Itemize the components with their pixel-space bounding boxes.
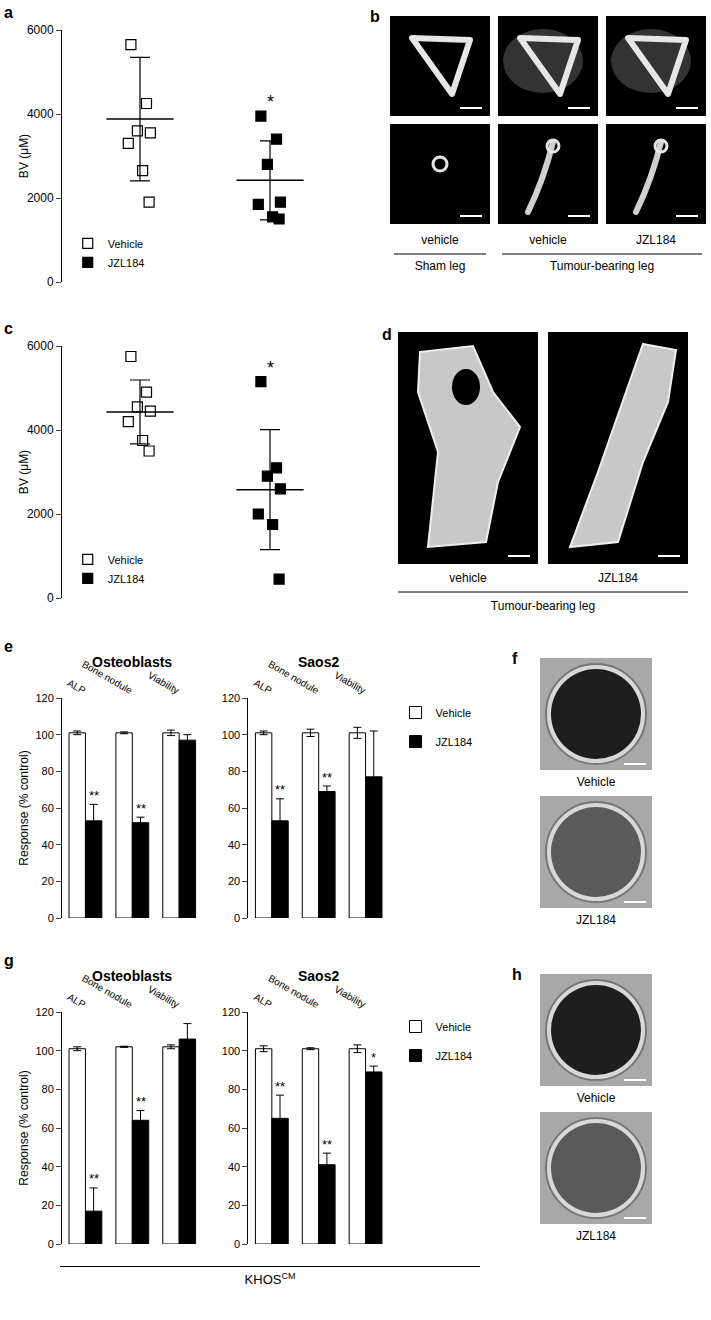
svg-text:Viability: Viability	[332, 983, 367, 1010]
svg-text:60: 60	[228, 1122, 240, 1134]
svg-text:JZL184: JZL184	[108, 573, 145, 585]
svg-text:Bone nodule: Bone nodule	[267, 972, 322, 1010]
svg-text:4000: 4000	[27, 107, 54, 121]
svg-text:Osteoblasts: Osteoblasts	[92, 968, 172, 984]
svg-text:100: 100	[222, 1045, 240, 1057]
svg-text:ALP: ALP	[66, 677, 88, 696]
svg-text:4000: 4000	[27, 423, 54, 437]
svg-text:Response (% control): Response (% control)	[17, 750, 31, 865]
svg-text:60: 60	[228, 802, 240, 814]
svg-text:ALP: ALP	[252, 991, 274, 1010]
svg-text:vehicle: vehicle	[449, 571, 487, 585]
svg-text:*: *	[267, 92, 274, 112]
svg-text:20: 20	[228, 875, 240, 887]
svg-text:**: **	[89, 788, 99, 803]
svg-text:Saos2: Saos2	[298, 654, 339, 670]
svg-text:ALP: ALP	[252, 677, 274, 696]
svg-text:JZL184: JZL184	[576, 1229, 616, 1243]
svg-text:60: 60	[42, 802, 54, 814]
svg-text:Vehicle: Vehicle	[577, 1091, 616, 1105]
svg-text:JZL184: JZL184	[576, 913, 616, 927]
svg-text:40: 40	[42, 1161, 54, 1173]
svg-text:**: **	[136, 801, 146, 816]
svg-text:20: 20	[42, 1199, 54, 1211]
svg-text:40: 40	[228, 1161, 240, 1173]
svg-text:Vehicle: Vehicle	[436, 1021, 471, 1033]
svg-text:20: 20	[228, 1199, 240, 1211]
svg-text:JZL184: JZL184	[436, 1050, 473, 1062]
svg-text:120: 120	[35, 1006, 53, 1018]
svg-text:JZL184: JZL184	[436, 736, 473, 748]
svg-text:60: 60	[42, 1122, 54, 1134]
svg-text:**: **	[136, 1094, 146, 1109]
svg-text:BV (μM): BV (μM)	[17, 134, 31, 178]
svg-text:**: **	[275, 1079, 285, 1094]
svg-text:*: *	[371, 1050, 376, 1065]
svg-text:Response (% control): Response (% control)	[17, 1070, 31, 1185]
svg-text:100: 100	[35, 1045, 53, 1057]
svg-text:40: 40	[42, 839, 54, 851]
svg-text:40: 40	[228, 839, 240, 851]
svg-text:Bone nodule: Bone nodule	[267, 658, 322, 696]
svg-text:Viability: Viability	[146, 669, 181, 696]
svg-text:vehicle: vehicle	[529, 233, 567, 247]
svg-text:Tumour-bearing leg: Tumour-bearing leg	[550, 259, 654, 273]
svg-text:**: **	[322, 1137, 332, 1152]
svg-text:Bone nodule: Bone nodule	[80, 658, 135, 696]
svg-text:2000: 2000	[27, 191, 54, 205]
svg-text:120: 120	[222, 1006, 240, 1018]
svg-text:vehicle: vehicle	[421, 233, 459, 247]
svg-text:100: 100	[222, 729, 240, 741]
svg-text:JZL184: JZL184	[598, 571, 638, 585]
svg-text:120: 120	[222, 692, 240, 704]
html-text:d: d	[382, 326, 392, 343]
svg-text:JZL184: JZL184	[636, 233, 676, 247]
svg-text:0: 0	[48, 912, 54, 924]
html-text:g: g	[4, 952, 14, 969]
html-text:b: b	[370, 8, 380, 25]
svg-text:80: 80	[228, 765, 240, 777]
svg-text:**: **	[275, 782, 285, 797]
svg-text:100: 100	[35, 729, 53, 741]
html-text:e: e	[4, 638, 13, 655]
html-text:a: a	[4, 4, 13, 21]
svg-text:80: 80	[228, 1083, 240, 1095]
svg-text:2000: 2000	[27, 507, 54, 521]
html-text:c: c	[4, 320, 13, 337]
svg-text:0: 0	[234, 1238, 240, 1250]
svg-text:Viability: Viability	[146, 983, 181, 1010]
svg-text:120: 120	[35, 692, 53, 704]
svg-text:0: 0	[48, 1238, 54, 1250]
svg-text:Viability: Viability	[332, 669, 367, 696]
svg-text:0: 0	[234, 912, 240, 924]
svg-text:6000: 6000	[27, 23, 54, 37]
svg-text:*: *	[267, 358, 274, 378]
svg-text:Vehicle: Vehicle	[436, 707, 471, 719]
svg-text:0: 0	[47, 275, 54, 289]
svg-text:Tumour-bearing leg: Tumour-bearing leg	[491, 599, 595, 613]
svg-text:0: 0	[47, 591, 54, 605]
svg-text:BV (μM): BV (μM)	[17, 450, 31, 494]
svg-text:JZL184: JZL184	[108, 257, 145, 269]
svg-text:Vehicle: Vehicle	[577, 775, 616, 789]
html-text:f: f	[512, 650, 518, 667]
html-text:KHOSCM: KHOSCM	[244, 1271, 296, 1288]
svg-text:20: 20	[42, 875, 54, 887]
svg-text:ALP: ALP	[66, 991, 88, 1010]
svg-text:Vehicle: Vehicle	[108, 554, 143, 566]
svg-text:6000: 6000	[27, 339, 54, 353]
svg-text:Vehicle: Vehicle	[108, 238, 143, 250]
svg-text:**: **	[89, 1171, 99, 1186]
svg-text:Sham leg: Sham leg	[415, 259, 466, 273]
svg-text:Bone nodule: Bone nodule	[80, 972, 135, 1010]
svg-text:Osteoblasts: Osteoblasts	[92, 654, 172, 670]
svg-text:80: 80	[42, 1083, 54, 1095]
svg-text:80: 80	[42, 765, 54, 777]
svg-text:**: **	[322, 770, 332, 785]
html-text:h: h	[512, 966, 522, 983]
svg-text:Saos2: Saos2	[298, 968, 339, 984]
